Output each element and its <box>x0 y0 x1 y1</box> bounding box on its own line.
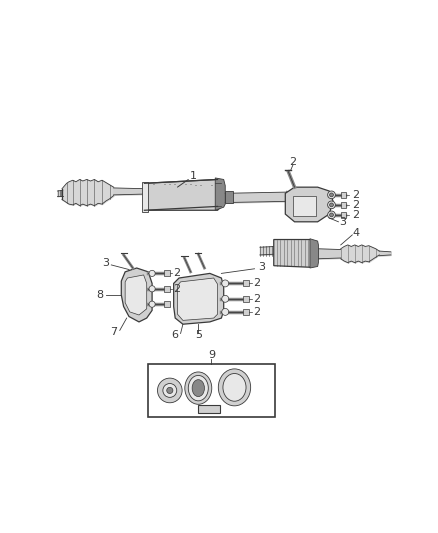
Polygon shape <box>164 301 170 308</box>
Polygon shape <box>285 187 333 222</box>
Polygon shape <box>243 280 249 287</box>
Polygon shape <box>173 273 224 324</box>
Polygon shape <box>310 239 318 268</box>
Bar <box>198 405 220 413</box>
Text: 2: 2 <box>173 284 180 294</box>
Circle shape <box>149 270 155 277</box>
Text: 2: 2 <box>352 200 360 210</box>
Circle shape <box>329 203 333 207</box>
Polygon shape <box>177 278 218 320</box>
Text: 4: 4 <box>353 228 360 238</box>
Circle shape <box>149 301 155 308</box>
Polygon shape <box>341 202 346 208</box>
Polygon shape <box>341 212 346 218</box>
Polygon shape <box>225 191 233 203</box>
Circle shape <box>328 211 336 219</box>
Text: 3: 3 <box>102 259 110 269</box>
Text: 2: 2 <box>352 210 360 220</box>
Ellipse shape <box>188 375 208 401</box>
Polygon shape <box>164 286 170 292</box>
Text: 8: 8 <box>96 290 103 300</box>
Text: 2: 2 <box>253 294 260 304</box>
Polygon shape <box>142 182 148 212</box>
Circle shape <box>222 280 229 287</box>
Text: 3: 3 <box>258 262 265 272</box>
Polygon shape <box>215 178 225 210</box>
Circle shape <box>328 201 336 209</box>
Polygon shape <box>274 239 314 267</box>
Ellipse shape <box>223 374 246 401</box>
Polygon shape <box>243 296 249 302</box>
Text: 2: 2 <box>290 157 297 167</box>
Text: 5: 5 <box>195 330 202 340</box>
Polygon shape <box>145 180 221 210</box>
Text: 3: 3 <box>339 217 346 227</box>
Circle shape <box>149 286 155 292</box>
Bar <box>148 364 276 417</box>
Text: 1: 1 <box>189 171 196 181</box>
Polygon shape <box>125 275 147 315</box>
Circle shape <box>329 193 333 197</box>
Circle shape <box>163 384 177 398</box>
Ellipse shape <box>192 379 205 397</box>
Circle shape <box>158 378 182 403</box>
Text: 2: 2 <box>173 269 180 278</box>
Text: 7: 7 <box>110 327 117 337</box>
Ellipse shape <box>185 372 212 405</box>
Text: 6: 6 <box>172 330 179 340</box>
Polygon shape <box>243 309 249 315</box>
Text: 2: 2 <box>352 190 360 200</box>
Circle shape <box>167 387 173 393</box>
Ellipse shape <box>218 369 251 406</box>
Text: 2: 2 <box>253 278 260 288</box>
Circle shape <box>329 213 333 217</box>
Circle shape <box>222 309 229 316</box>
Polygon shape <box>341 192 346 198</box>
Circle shape <box>222 295 229 302</box>
Text: 2: 2 <box>253 307 260 317</box>
Polygon shape <box>164 270 170 277</box>
Polygon shape <box>121 268 152 322</box>
Circle shape <box>328 191 336 199</box>
Text: 9: 9 <box>208 350 215 360</box>
Polygon shape <box>293 196 316 216</box>
